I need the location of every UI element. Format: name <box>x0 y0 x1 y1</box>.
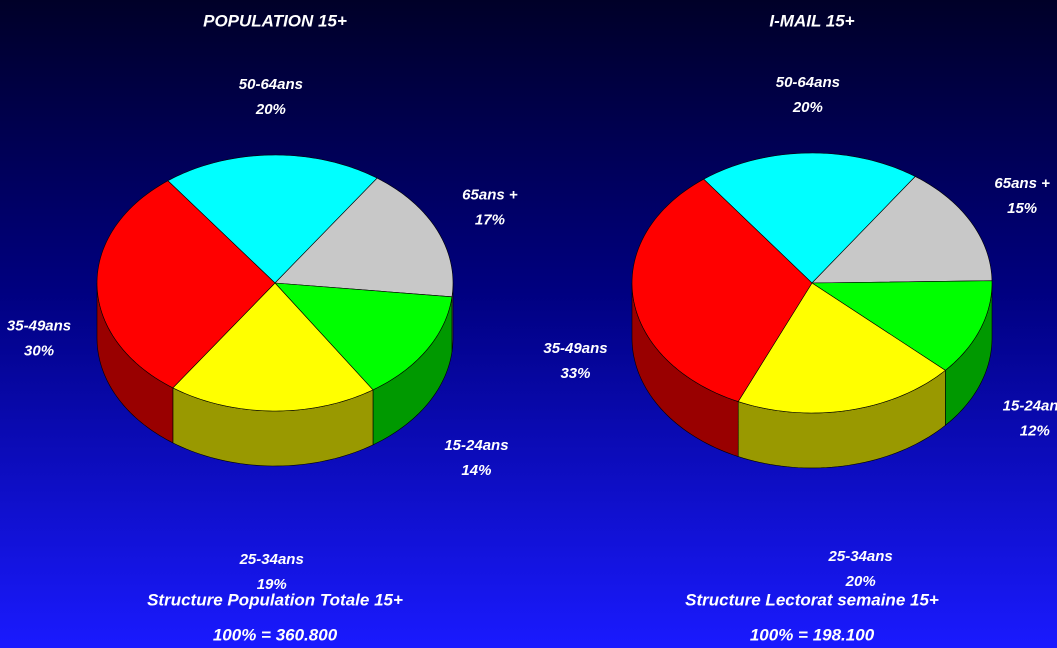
slice-category: 50-64ans <box>239 76 303 93</box>
slice-value-label: 19% <box>257 576 287 593</box>
slice-value-label: 33% <box>560 365 590 382</box>
pie-slice <box>811 280 993 371</box>
slice-value-label: 17% <box>475 211 505 228</box>
pie-caption: 100% = 360.800 <box>213 625 338 644</box>
slice-value-label: 20% <box>792 99 823 116</box>
pie-slice <box>631 178 813 402</box>
pie-caption: 100% = 198.100 <box>750 625 875 644</box>
slice-value-label: 20% <box>255 101 286 118</box>
pie-slice <box>167 154 378 284</box>
pie-slice <box>703 152 916 284</box>
slice-category: 65ans + <box>994 175 1050 192</box>
pie-subtitle: Structure Lectorat semaine 15+ <box>685 590 939 609</box>
pie-slice <box>172 282 374 412</box>
slice-category: 25-34ans <box>239 551 304 568</box>
pie-slice <box>96 180 276 389</box>
slice-category: 25-34ans <box>828 548 893 565</box>
pie-subtitle: Structure Population Totale 15+ <box>147 590 403 609</box>
slice-value-label: 30% <box>24 343 54 360</box>
pie-title: POPULATION 15+ <box>203 11 347 30</box>
slice-category: 15-24ans <box>1003 398 1057 415</box>
slice-value-label: 15% <box>1007 200 1037 217</box>
slice-value-label: 20% <box>845 573 876 590</box>
pie-slice <box>274 177 454 298</box>
slice-category: 65ans + <box>462 186 518 203</box>
slice-category: 15-24ans <box>444 437 508 454</box>
pie-slice <box>811 176 993 284</box>
pie-title: I-MAIL 15+ <box>769 11 854 30</box>
slice-category: 35-49ans <box>543 340 607 357</box>
slice-category: 50-64ans <box>776 74 840 91</box>
pie-slice <box>274 282 453 391</box>
slice-category: 35-49ans <box>7 318 71 335</box>
pie-slice <box>737 282 946 414</box>
slice-value-label: 14% <box>461 462 491 479</box>
slice-value-label: 12% <box>1020 423 1050 440</box>
